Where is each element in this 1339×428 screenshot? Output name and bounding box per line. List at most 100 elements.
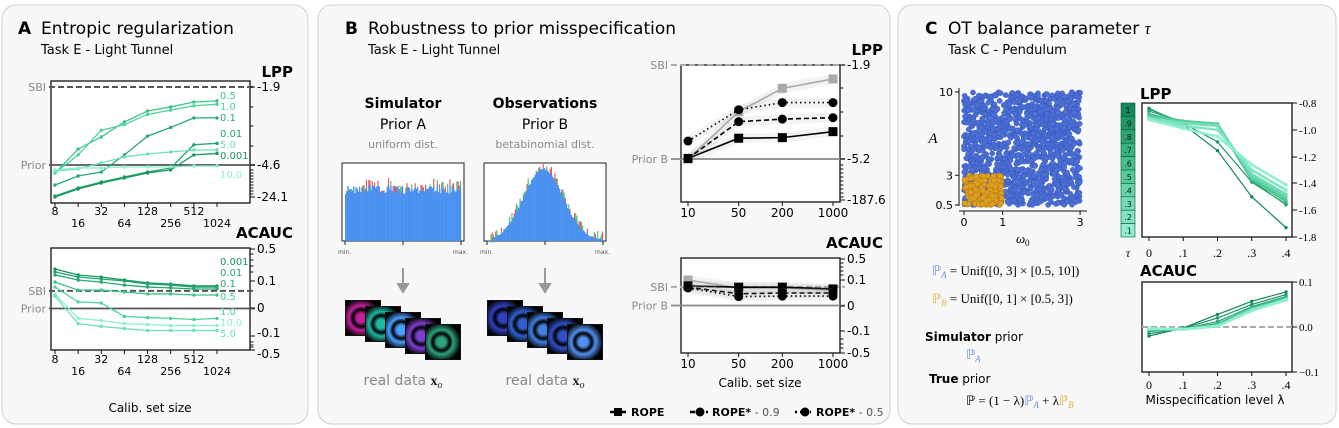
histogram-bar (539, 170, 541, 241)
histogram-bar (380, 193, 383, 241)
histogram-bar (550, 174, 553, 241)
data-point (192, 293, 196, 297)
data-point (99, 135, 103, 139)
hist-a-max: max. (453, 249, 468, 256)
histogram-bar (362, 190, 364, 241)
histogram-bar (493, 237, 496, 241)
observation-image (567, 324, 603, 360)
y-tick-label: -24.1 (257, 190, 288, 204)
histogram-bar (509, 222, 511, 241)
scatter-point (985, 99, 992, 106)
scatter-point (1055, 115, 1062, 121)
data-point (215, 102, 219, 107)
histogram-bar-tip (580, 222, 583, 231)
histogram-bar (525, 191, 527, 241)
series-line (54, 152, 218, 198)
reference-label: SBI (650, 59, 668, 72)
histogram-bar (349, 189, 351, 241)
scatter-point (961, 146, 967, 153)
histogram-bar-tip (594, 233, 597, 242)
histogram-bar (405, 191, 407, 241)
x-tick-label: 1024 (203, 365, 231, 378)
scatter-point (1053, 126, 1060, 133)
panel-c-title: OT balance parameter τ (948, 19, 1152, 39)
data-point (215, 164, 219, 168)
scatter-point (1022, 168, 1029, 174)
data-point (215, 151, 219, 156)
histogram-bar (450, 192, 452, 241)
histogram-bar-tip (377, 180, 379, 189)
scatter-point (1075, 97, 1082, 104)
scatter-point (1051, 176, 1058, 182)
y-tick-label: -0.1 (257, 326, 280, 340)
data-point (683, 153, 693, 163)
data-point (169, 292, 173, 296)
data-point (777, 114, 787, 124)
histogram-bar (345, 193, 347, 241)
data-point (99, 288, 103, 292)
histogram-bar (432, 188, 434, 241)
histogram-bar (451, 187, 454, 241)
series-line (687, 285, 834, 290)
scatter-point (1047, 150, 1054, 157)
histogram-bar-tip (392, 186, 394, 195)
histogram-bar (577, 224, 579, 241)
histogram-bar-tip (550, 167, 552, 176)
data-point (192, 148, 196, 152)
scatter-point (1066, 130, 1073, 137)
histogram-bar-tip (578, 220, 580, 229)
data-point (734, 282, 744, 292)
x-tick-label: 64 (117, 217, 131, 230)
scatter-point (1075, 127, 1082, 133)
scatter-points-p-b (961, 172, 1005, 208)
data-point (122, 314, 127, 319)
histogram-bar-tip (556, 178, 558, 187)
x-tick-label: 256 (160, 365, 181, 378)
scatter-point (990, 141, 997, 147)
data-point (122, 326, 127, 331)
data-point (192, 287, 196, 291)
series-0-5: 0.5 (53, 280, 236, 303)
y-tick-label: -0.8 (1299, 98, 1317, 110)
scatter-point (1012, 132, 1019, 139)
observations-dist: betabinomial dist. (495, 138, 594, 151)
x-tick-label: 1000 (818, 206, 849, 220)
data-point (99, 324, 103, 329)
x-tick-label: .4 (1282, 246, 1291, 260)
data-point (169, 323, 173, 328)
histogram-bar (398, 189, 400, 241)
histogram-bar-tip (582, 225, 584, 234)
reference-label: Prior (21, 303, 47, 316)
histogram-bar (353, 186, 355, 241)
histogram-bar (392, 191, 394, 241)
data-point (53, 267, 57, 271)
y-tick-label: 0.5 (936, 199, 954, 212)
x-tick-label: 10 (680, 357, 695, 371)
scatter-point (998, 195, 1005, 201)
scatter-point (1042, 126, 1048, 132)
histogram-bar-tip (575, 213, 577, 222)
scatter-point (1041, 150, 1047, 157)
data-point (145, 152, 150, 156)
histogram-bar (459, 187, 462, 241)
histogram-bar (516, 210, 518, 241)
data-point (1215, 128, 1220, 132)
histogram-bar (547, 170, 549, 241)
scatter-point (1003, 151, 1009, 157)
histogram-bar (428, 187, 430, 241)
series-0-001: 0.001 (53, 151, 249, 199)
data-point (683, 275, 693, 285)
scatter-point (1040, 161, 1047, 168)
histogram-bar (568, 210, 570, 241)
y-tick-label: -1.6 (1299, 205, 1317, 217)
scatter-point (1013, 120, 1020, 127)
scatter-point (1035, 132, 1041, 138)
scatter-point (1035, 93, 1041, 99)
scatter-point (1027, 158, 1034, 164)
scatter-point (989, 150, 996, 157)
data-point (76, 147, 80, 151)
histogram-bar-tip (526, 183, 528, 192)
scatter-point (1060, 174, 1066, 181)
x-tick-label: 0 (1146, 246, 1152, 260)
